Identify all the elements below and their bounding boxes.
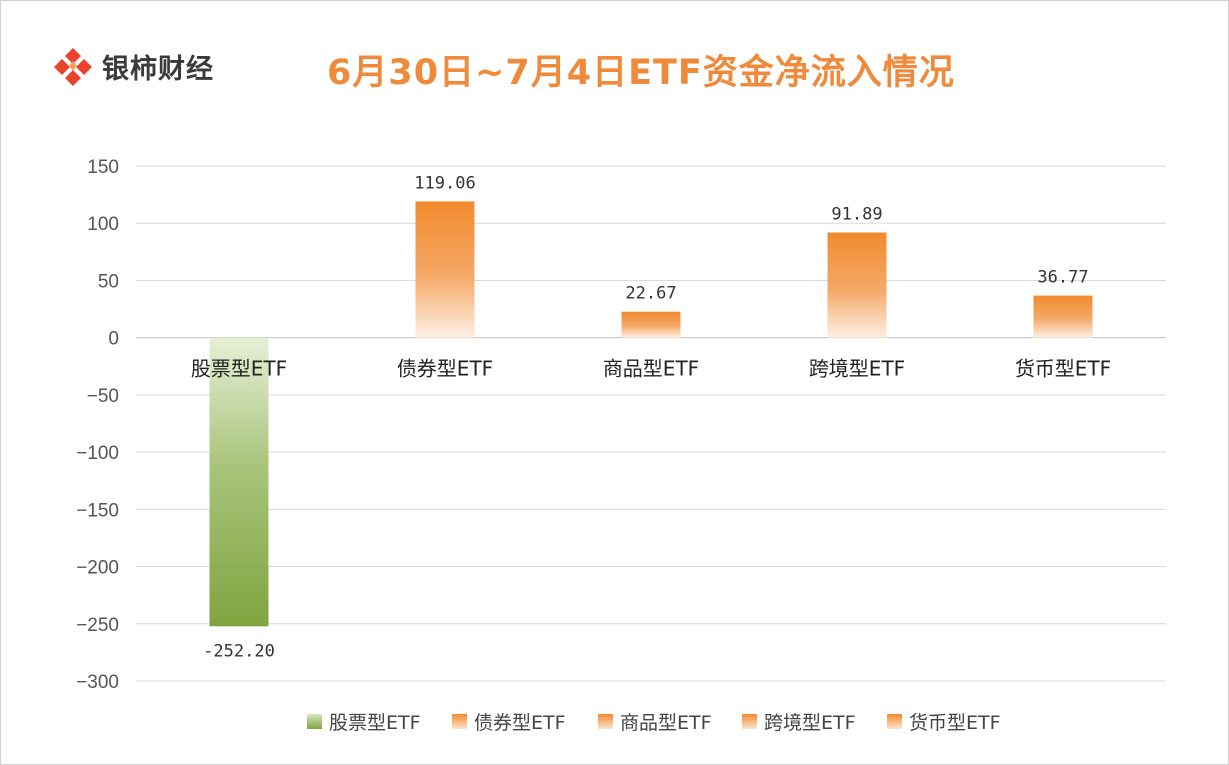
- bar: [621, 311, 681, 338]
- chart-title: 6月30日~7月4日ETF资金净流入情况: [327, 53, 955, 93]
- category-label: 股票型ETF: [191, 357, 287, 381]
- y-tick-label: 50: [98, 271, 119, 292]
- y-tick-label: −200: [76, 558, 119, 579]
- data-label: 22.67: [625, 284, 676, 304]
- brand-logo: 银柿财经: [52, 46, 214, 86]
- y-tick-label: 0: [108, 329, 119, 350]
- legend-label: 债券型ETF: [474, 712, 566, 734]
- legend-swatch: [452, 714, 467, 729]
- y-axis-ticks: 150 100 50 0 −50 −100 −150 −200 −250 −300: [76, 157, 119, 693]
- legend-swatch: [742, 714, 757, 729]
- category-label: 货币型ETF: [1015, 357, 1111, 381]
- legend-label: 商品型ETF: [620, 712, 712, 734]
- category-label: 债券型ETF: [397, 357, 493, 381]
- persimmon-logo-icon: [54, 48, 92, 86]
- data-label: 91.89: [831, 205, 882, 225]
- category-label: 商品型ETF: [603, 357, 699, 381]
- y-tick-label: −50: [87, 386, 119, 407]
- y-tick-label: −100: [76, 443, 119, 464]
- data-label: -252.20: [203, 641, 275, 661]
- bar: [209, 337, 269, 627]
- bar: [415, 201, 475, 338]
- data-label: 36.77: [1037, 268, 1088, 288]
- y-tick-label: −250: [76, 615, 119, 636]
- y-tick-label: 150: [87, 157, 119, 178]
- legend-label: 货币型ETF: [909, 712, 1001, 734]
- y-tick-label: −300: [76, 672, 119, 693]
- category-label: 跨境型ETF: [809, 357, 905, 381]
- data-labels: -252.20 119.06 22.67 91.89 36.77: [203, 173, 1088, 661]
- data-label: 119.06: [414, 173, 475, 193]
- y-tick-label: −150: [76, 500, 119, 521]
- bars: [209, 201, 1093, 627]
- bar: [827, 232, 887, 338]
- brand-name: 银柿财经: [102, 53, 214, 85]
- gridlines: [136, 165, 1166, 682]
- legend-swatch: [598, 714, 613, 729]
- legend-label: 跨境型ETF: [764, 712, 856, 734]
- legend-label: 股票型ETF: [329, 712, 421, 734]
- y-tick-label: 100: [87, 214, 119, 235]
- category-labels: 股票型ETF 债券型ETF 商品型ETF 跨境型ETF 货币型ETF: [191, 357, 1111, 381]
- legend-swatch: [307, 714, 322, 729]
- legend: 股票型ETF 债券型ETF 商品型ETF 跨境型ETF 货币型ETF: [307, 712, 1001, 734]
- bar: [1033, 295, 1093, 338]
- legend-swatch: [887, 714, 902, 729]
